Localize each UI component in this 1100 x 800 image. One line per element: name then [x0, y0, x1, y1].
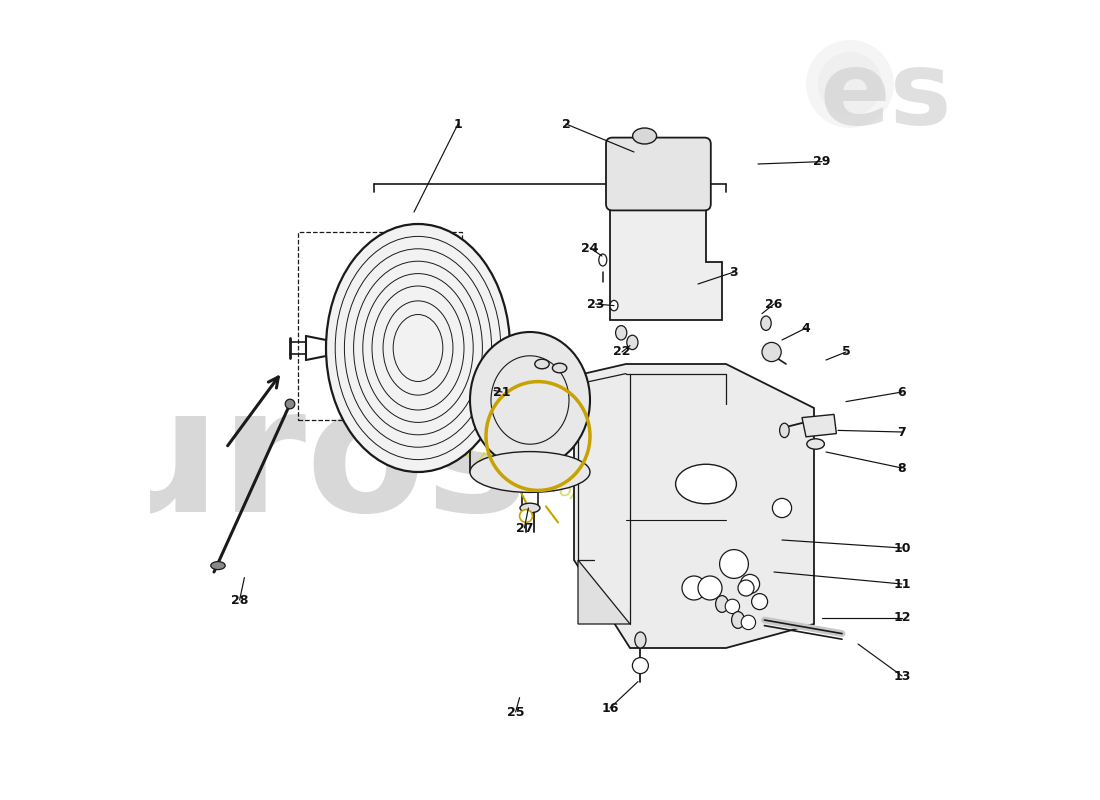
- Circle shape: [682, 576, 706, 600]
- Ellipse shape: [610, 301, 618, 310]
- Text: 16: 16: [602, 702, 618, 714]
- Text: 25: 25: [507, 706, 525, 718]
- Circle shape: [719, 550, 748, 578]
- Ellipse shape: [635, 632, 646, 648]
- Text: 29: 29: [813, 155, 830, 168]
- Ellipse shape: [780, 423, 789, 438]
- Ellipse shape: [535, 359, 549, 369]
- Circle shape: [738, 580, 754, 596]
- Text: euros: euros: [0, 379, 529, 549]
- Text: 4: 4: [802, 322, 811, 334]
- Ellipse shape: [632, 128, 657, 144]
- FancyBboxPatch shape: [606, 138, 711, 210]
- Text: es: es: [820, 46, 953, 146]
- Circle shape: [725, 599, 739, 614]
- Text: 2: 2: [562, 118, 571, 130]
- Ellipse shape: [470, 332, 590, 468]
- Polygon shape: [610, 204, 722, 320]
- Circle shape: [762, 342, 781, 362]
- Ellipse shape: [326, 224, 510, 472]
- Circle shape: [751, 594, 768, 610]
- Ellipse shape: [761, 316, 771, 330]
- Text: 11: 11: [893, 578, 911, 590]
- Polygon shape: [578, 560, 630, 624]
- Ellipse shape: [806, 438, 824, 450]
- Ellipse shape: [616, 326, 627, 340]
- Text: 28: 28: [231, 594, 249, 606]
- Circle shape: [285, 399, 295, 409]
- Text: 5: 5: [842, 346, 850, 358]
- Ellipse shape: [520, 503, 540, 513]
- Text: 7: 7: [898, 426, 906, 438]
- Circle shape: [698, 576, 722, 600]
- Text: a passion for parts since 1985: a passion for parts since 1985: [458, 440, 738, 568]
- Circle shape: [806, 40, 894, 128]
- Ellipse shape: [716, 595, 728, 613]
- Circle shape: [740, 574, 760, 594]
- Text: 6: 6: [898, 386, 906, 398]
- Circle shape: [741, 615, 756, 630]
- Text: 21: 21: [493, 386, 510, 398]
- Circle shape: [772, 498, 792, 518]
- Text: 24: 24: [581, 242, 598, 254]
- Text: 1: 1: [453, 118, 462, 130]
- Ellipse shape: [598, 254, 607, 266]
- Text: 26: 26: [766, 298, 783, 310]
- Text: 8: 8: [898, 462, 906, 474]
- Ellipse shape: [211, 562, 226, 570]
- Ellipse shape: [470, 451, 590, 492]
- Text: 12: 12: [893, 611, 911, 624]
- Text: 13: 13: [893, 670, 911, 682]
- Text: 22: 22: [614, 346, 630, 358]
- Polygon shape: [802, 414, 836, 437]
- Bar: [298, 232, 462, 420]
- Ellipse shape: [552, 363, 567, 373]
- Text: 3: 3: [729, 266, 738, 278]
- Ellipse shape: [675, 464, 736, 504]
- Ellipse shape: [732, 611, 745, 629]
- Circle shape: [818, 52, 882, 116]
- Text: 23: 23: [587, 298, 604, 310]
- Text: 27: 27: [516, 522, 534, 534]
- Circle shape: [519, 510, 532, 522]
- Ellipse shape: [627, 335, 638, 350]
- Polygon shape: [574, 364, 814, 648]
- Text: 10: 10: [893, 542, 911, 554]
- Circle shape: [632, 658, 648, 674]
